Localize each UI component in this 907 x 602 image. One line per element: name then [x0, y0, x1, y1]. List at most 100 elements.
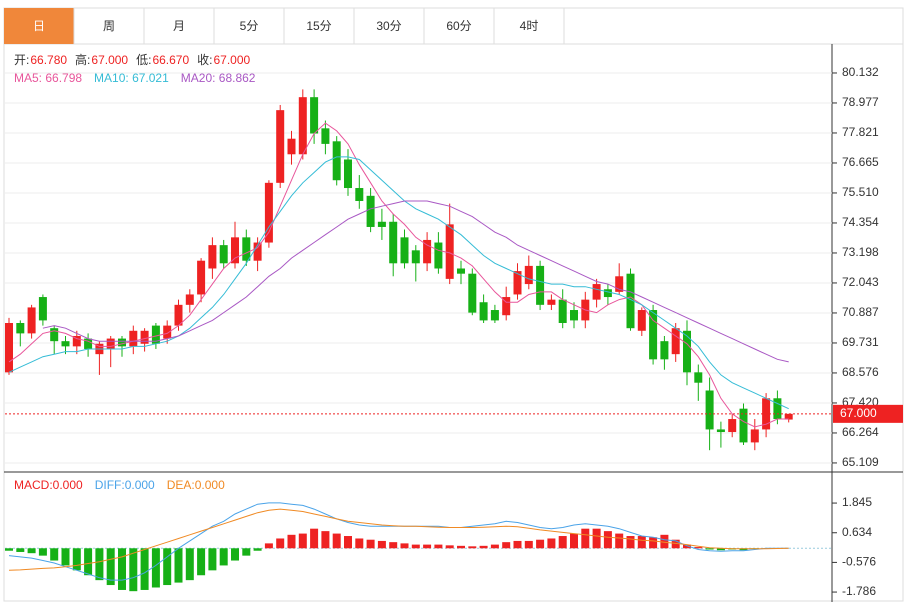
macd-bar — [649, 537, 658, 549]
candle-body — [321, 128, 330, 144]
macd-bar — [27, 548, 36, 554]
tab[interactable]: 4时 — [520, 19, 539, 33]
candle-body — [468, 273, 477, 313]
y-tick-label: 78.977 — [842, 95, 879, 109]
macd-bar — [400, 543, 409, 549]
info-value: 67.000 — [91, 53, 128, 67]
macd-bar — [457, 545, 465, 549]
macd-bar — [570, 533, 578, 549]
candle-body — [310, 97, 319, 134]
macd-bar — [298, 533, 307, 549]
candle-body — [547, 299, 556, 305]
candle-body — [524, 265, 533, 285]
candle-body — [434, 242, 443, 269]
candle-body — [592, 284, 601, 300]
last-price-label: 67.000 — [840, 406, 877, 420]
candle-body — [38, 297, 47, 321]
candle-body — [219, 245, 228, 264]
macd-bar — [513, 540, 522, 549]
candle-body — [129, 330, 138, 347]
macd-bar — [38, 548, 47, 556]
candle-body — [615, 276, 624, 292]
y-tick-label: 69.731 — [842, 335, 879, 349]
tab[interactable]: 15分 — [306, 19, 331, 33]
tab[interactable]: 月 — [173, 19, 185, 33]
tab[interactable]: 60分 — [446, 19, 471, 33]
candle-body — [536, 265, 545, 305]
macd-bar — [355, 538, 364, 549]
tab[interactable]: 日 — [33, 19, 45, 33]
candle-body — [671, 328, 680, 355]
macd-bar — [547, 538, 556, 549]
candle-body — [5, 323, 13, 373]
macd-bar — [310, 528, 319, 549]
macd-bar — [253, 548, 262, 551]
macd-bar — [163, 548, 172, 586]
info-label: 收: — [197, 53, 212, 67]
tab[interactable]: 5分 — [240, 19, 259, 33]
macd-bar — [276, 538, 285, 549]
macd-bar — [490, 544, 499, 549]
candle-body — [784, 413, 793, 420]
candle-body — [118, 338, 126, 347]
candle-body — [603, 289, 612, 298]
candle-body — [445, 224, 454, 279]
candle-body — [773, 398, 782, 420]
macd-bar — [50, 548, 59, 561]
macd-bar — [140, 548, 149, 590]
candle-body — [253, 242, 262, 261]
macd-bar — [389, 542, 398, 549]
candle-body — [27, 307, 36, 334]
y-tick-label: 70.887 — [842, 305, 879, 319]
candle-body — [705, 390, 714, 430]
y-tick-label: -0.576 — [842, 555, 876, 569]
macd-bar — [468, 546, 477, 549]
macd-bar — [536, 539, 545, 549]
info-label: 高: — [75, 52, 90, 67]
line-series — [42, 200, 789, 363]
legend-entry: MA20: 68.862 — [181, 71, 256, 85]
y-tick-label: -1.786 — [842, 584, 876, 598]
macd-bar — [445, 545, 454, 549]
macd-bar — [344, 536, 352, 549]
candle-body — [513, 271, 522, 295]
candle-body — [140, 330, 149, 344]
macd-bar — [84, 548, 93, 576]
macd-bar — [558, 536, 567, 549]
macd-bar — [694, 547, 703, 549]
candle-body — [264, 182, 273, 243]
macd-bar — [185, 548, 194, 581]
y-tick-label: 77.821 — [842, 125, 879, 139]
candle-body — [72, 335, 81, 347]
y-tick-label: 73.198 — [842, 245, 879, 259]
macd-bar — [524, 540, 533, 549]
macd-bar — [423, 544, 432, 549]
macd-bar — [16, 548, 25, 552]
tab-active — [4, 8, 74, 44]
macd-bar — [671, 539, 680, 549]
macd-bar — [434, 544, 443, 549]
legend-entry: MA5: 66.798 — [14, 71, 82, 85]
candle-body — [231, 237, 239, 264]
candle-body — [479, 302, 488, 321]
candle-body — [694, 372, 703, 383]
candle-body — [84, 338, 93, 349]
candle-body — [660, 341, 669, 360]
candle-body — [298, 97, 307, 155]
macd-bar — [705, 548, 714, 550]
candle-body — [151, 325, 160, 344]
candle-body — [637, 310, 646, 331]
macd-bar — [174, 548, 183, 583]
y-tick-label: 72.043 — [842, 275, 879, 289]
macd-bar — [208, 548, 217, 571]
candle-body — [332, 141, 341, 181]
macd-bar — [502, 542, 511, 549]
macd-bar — [592, 528, 601, 549]
macd-bar — [660, 534, 669, 549]
tab[interactable]: 30分 — [376, 19, 401, 33]
candle-body — [411, 250, 420, 264]
candle-body — [649, 310, 658, 360]
tab[interactable]: 周 — [103, 19, 115, 33]
candle-body — [457, 268, 465, 274]
candle-body — [208, 245, 217, 269]
